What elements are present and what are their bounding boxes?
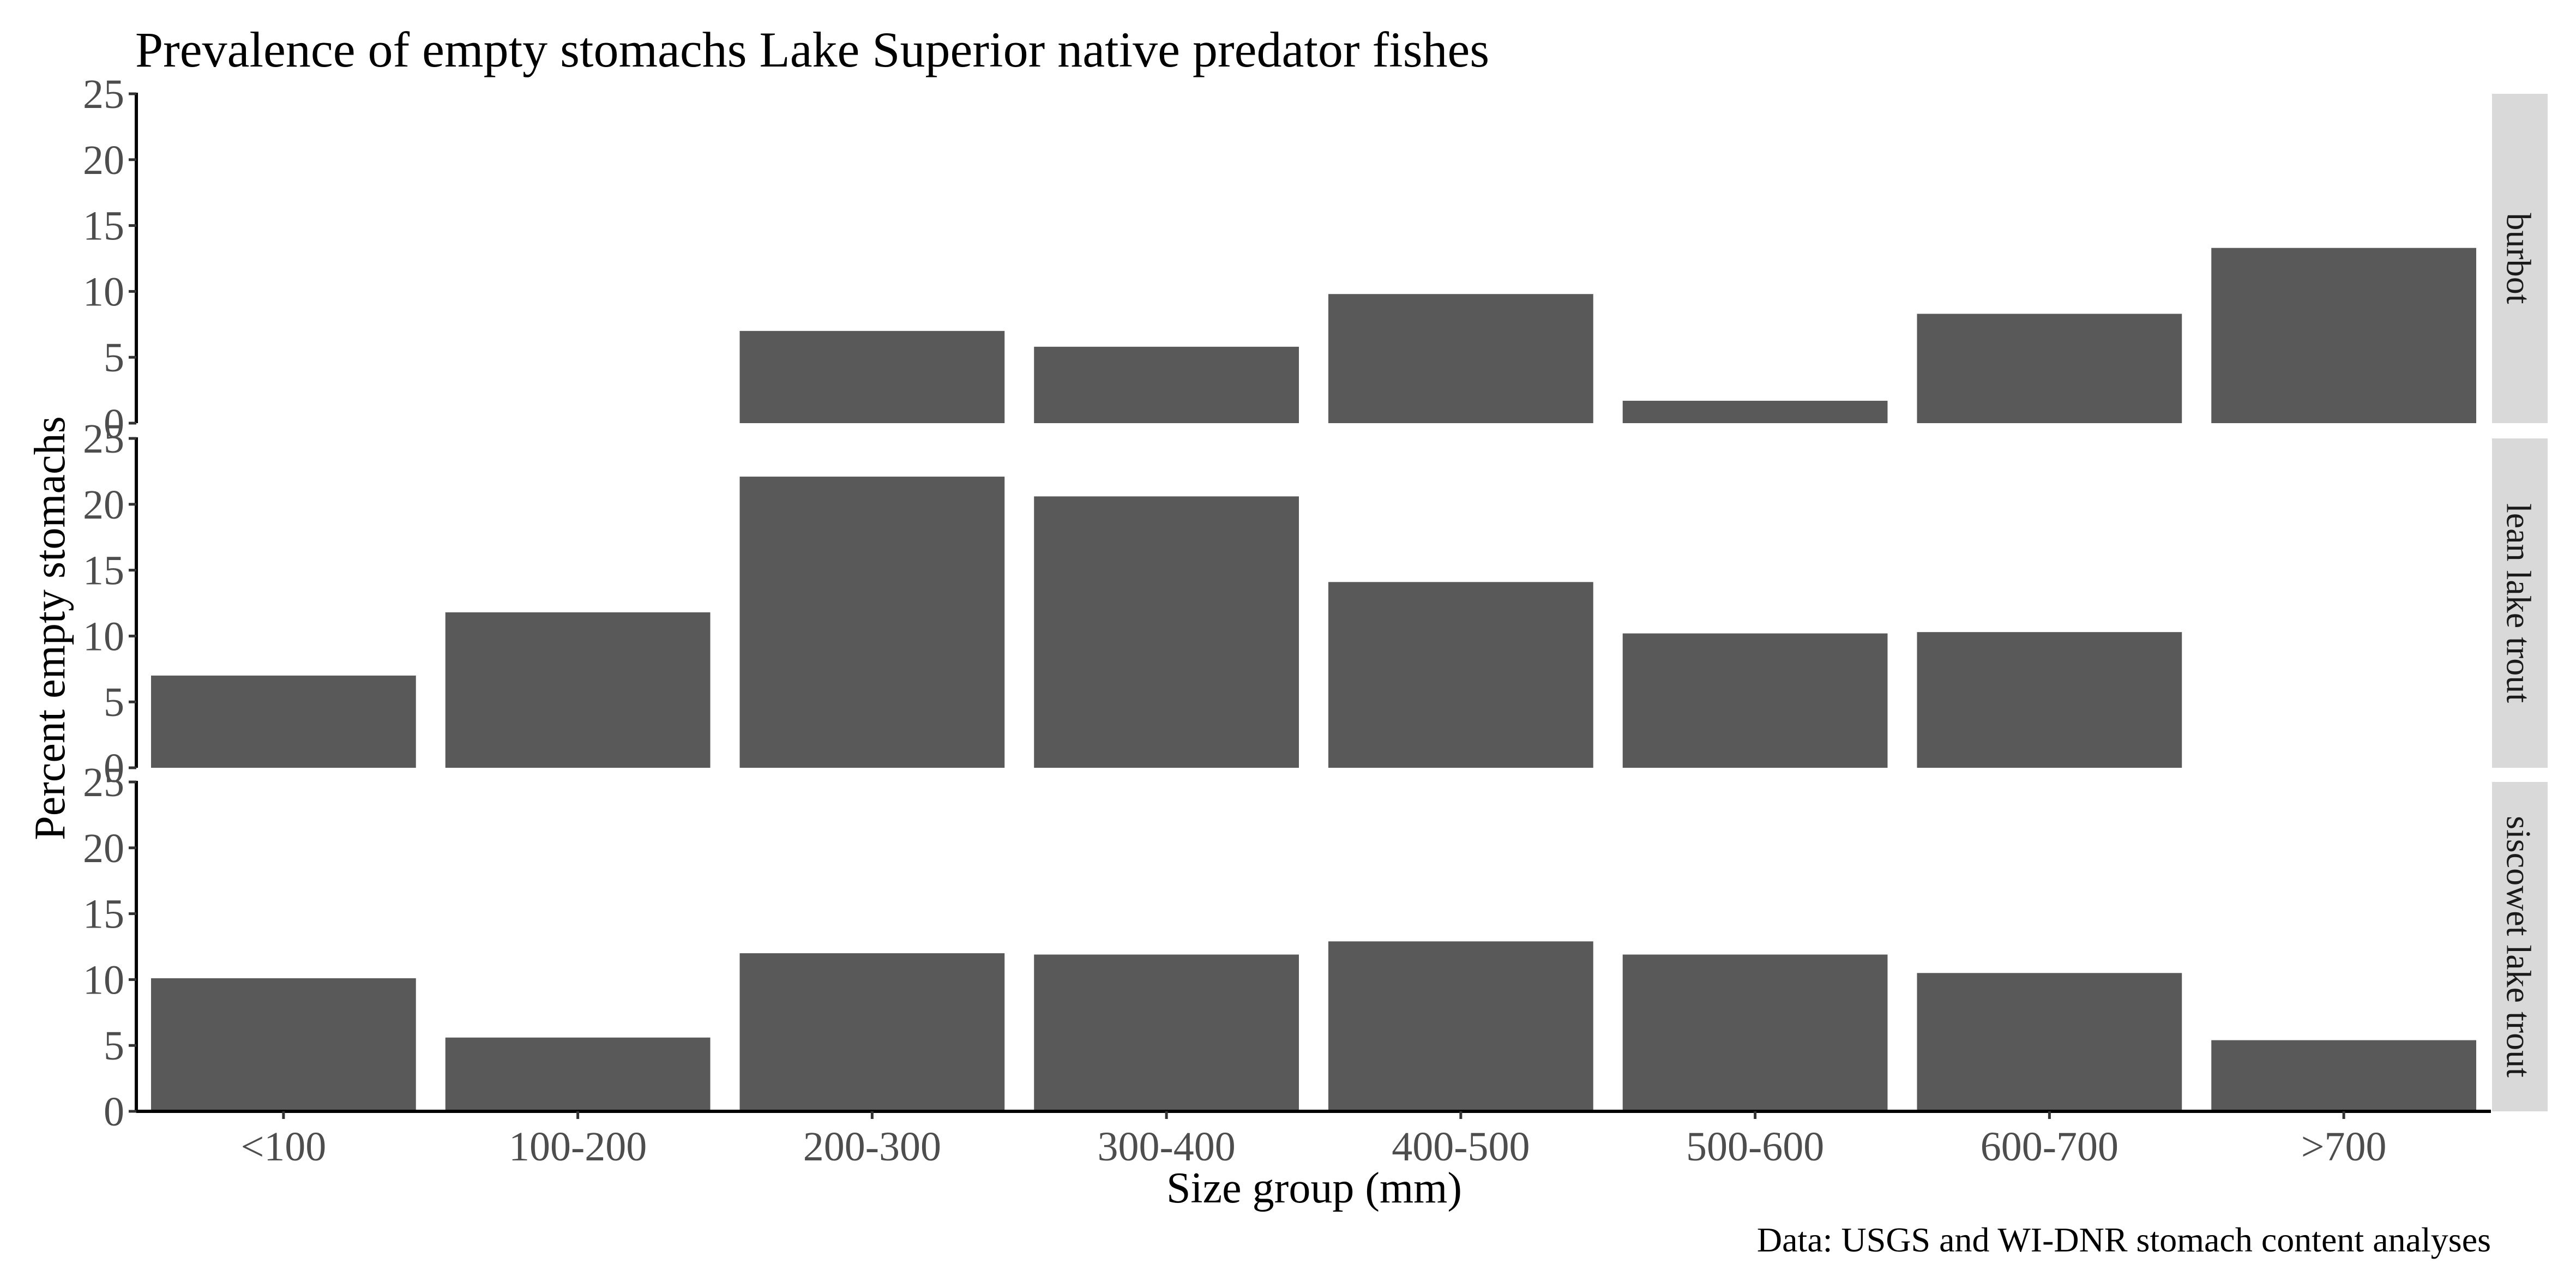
bar: [1328, 941, 1593, 1111]
x-tick-label: <100: [240, 1124, 326, 1170]
bar: [1034, 496, 1299, 768]
facet-strip-label: siscowet lake trout: [2500, 816, 2538, 1078]
bar: [2211, 1040, 2477, 1111]
facet-strip: [2492, 438, 2548, 768]
x-tick-label: 300-400: [1097, 1124, 1235, 1170]
y-tick-label: 10: [83, 269, 124, 315]
y-axis-title: Percent empty stomachs: [26, 416, 74, 840]
bar: [739, 477, 1005, 768]
y-tick-label: 10: [83, 613, 124, 659]
facet-strip-label: lean lake trout: [2500, 503, 2538, 703]
facet-panels: 0 5 10 15 20 25 burbot 0 5 10 15 20 25 lean lake trou…: [83, 71, 2548, 1135]
bar: [1622, 400, 1888, 423]
y-tick-label: 20: [83, 482, 124, 528]
bar: [2211, 248, 2477, 423]
facet-panel: 0 5 10 15 20 25 burbot: [83, 71, 2548, 447]
y-tick-label: 5: [104, 1023, 124, 1069]
chart-title: Prevalence of empty stomachs Lake Superi…: [135, 22, 1489, 77]
y-tick-label: 0: [104, 401, 124, 447]
bar: [1328, 294, 1593, 423]
x-axis: <100 100-200 200-300 300-400 400-500 500-600 6…: [136, 1110, 2491, 1170]
bar: [739, 330, 1005, 423]
y-tick-label: 25: [83, 760, 124, 805]
x-axis-title: Size group (mm): [1166, 1164, 1462, 1212]
caption: Data: USGS and WI-DNR stomach content an…: [1757, 1220, 2491, 1259]
facet-strip-label: burbot: [2500, 213, 2538, 304]
y-tick-label: 0: [104, 1089, 124, 1135]
y-tick-label: 0: [104, 745, 124, 791]
bar: [151, 978, 416, 1111]
bar: [1917, 632, 2182, 768]
y-tick-label: 15: [83, 548, 124, 594]
bar: [1034, 954, 1299, 1111]
bar: [1622, 954, 1888, 1111]
bar: [1917, 314, 2182, 423]
bar: [739, 953, 1005, 1111]
x-tick-label: 600-700: [1981, 1124, 2118, 1170]
facet-panel: 0 5 10 15 20 25 lean lake trout: [83, 416, 2548, 791]
y-tick-label: 25: [83, 71, 124, 117]
y-tick-label: 15: [83, 203, 124, 249]
x-tick-label: 400-500: [1392, 1124, 1530, 1170]
bar: [1917, 973, 2182, 1111]
x-tick-label: 500-600: [1686, 1124, 1824, 1170]
bar: [1034, 346, 1299, 423]
y-tick-label: 10: [83, 957, 124, 1003]
facet-strip: [2492, 94, 2548, 423]
y-tick-label: 15: [83, 892, 124, 937]
y-tick-label: 25: [83, 416, 124, 462]
bar: [445, 612, 711, 768]
y-tick-label: 20: [83, 137, 124, 183]
facet-strip: [2492, 782, 2548, 1111]
y-tick-label: 20: [83, 826, 124, 871]
bar: [151, 675, 416, 768]
y-tick-label: 5: [104, 679, 124, 725]
x-tick-label: 200-300: [803, 1124, 941, 1170]
bar: [1622, 633, 1888, 768]
x-tick-label: >700: [2301, 1124, 2387, 1170]
bar: [445, 1037, 711, 1111]
bar: [1328, 582, 1593, 768]
x-tick-label: 100-200: [509, 1124, 647, 1170]
facet-panel: 0 5 10 15 20 25 siscowet lake trout: [83, 760, 2548, 1135]
y-tick-label: 5: [104, 335, 124, 381]
